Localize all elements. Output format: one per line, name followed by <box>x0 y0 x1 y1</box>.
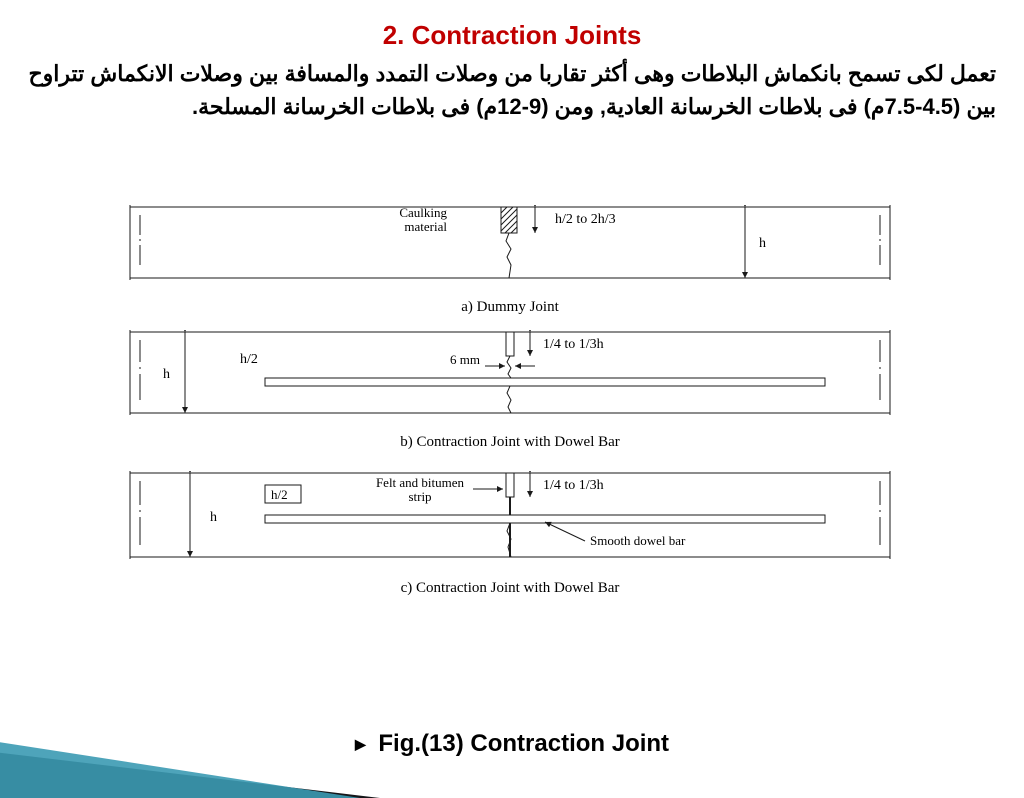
label-a-depth: h/2 to 2h/3 <box>555 212 616 227</box>
bullet-icon: ▶ <box>355 736 366 753</box>
caption-a: a) Dummy Joint <box>125 299 895 316</box>
caption-c: c) Contraction Joint with Dowel Bar <box>125 580 895 597</box>
label-a-h: h <box>759 236 766 251</box>
arabic-description: تعمل لكى تسمح بانكماش البلاطات وهى أكثر … <box>0 51 1024 123</box>
label-a-caulk2: material <box>404 219 447 234</box>
figure-caption-row: ▶ Fig.(13) Contraction Joint <box>0 730 1024 758</box>
diagram-a: h/2 to 2h/3 Caulking material h <box>125 205 895 290</box>
label-c-felt2: strip <box>408 489 431 504</box>
label-c-depth: 1/4 to 1/3h <box>543 478 604 493</box>
diagram-b: h h/2 6 mm 1/4 to 1/3h <box>125 330 895 425</box>
label-a-caulk1: Caulking <box>399 205 447 220</box>
caption-b: b) Contraction Joint with Dowel Bar <box>125 434 895 451</box>
diagrams-container: h/2 to 2h/3 Caulking material h a) Dummy… <box>125 205 895 597</box>
label-b-gap: 6 mm <box>450 352 480 367</box>
diagram-c: h h/2 Felt and bitumen strip 1/4 to 1/3h… <box>125 471 895 571</box>
label-c-h: h <box>210 510 217 525</box>
figure-caption: Fig.(13) Contraction Joint <box>378 730 669 757</box>
label-c-felt1: Felt and bitumen <box>376 475 465 490</box>
label-c-dowel: Smooth dowel bar <box>590 533 686 548</box>
label-b-depth: 1/4 to 1/3h <box>543 337 604 352</box>
label-c-h2: h/2 <box>271 487 288 502</box>
label-b-h2: h/2 <box>240 352 258 367</box>
label-b-h: h <box>163 367 170 382</box>
page-title: 2. Contraction Joints <box>0 20 1024 51</box>
